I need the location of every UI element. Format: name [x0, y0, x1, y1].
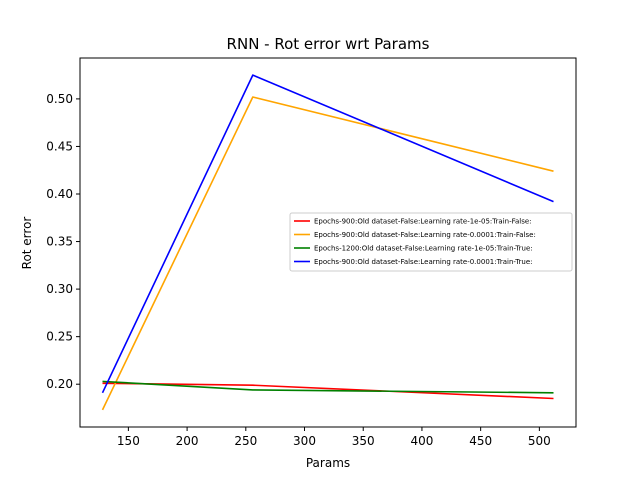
- y-tick-label: 0.40: [46, 187, 73, 201]
- legend-label-4: Epochs-900:Old dataset-False:Learning ra…: [314, 258, 533, 266]
- axis-ticks: 150 200 250 300 350 400 450 500 0.20 0.25 0.30 0.35…: [46, 92, 551, 448]
- plot-frame: [79, 57, 577, 428]
- series-lines: [101, 74, 554, 411]
- y-tick-label: 0.25: [46, 330, 73, 344]
- legend-box: [289, 212, 573, 272]
- x-tick-label: 300: [293, 434, 316, 448]
- y-tick-label: 0.20: [46, 377, 73, 391]
- series-line-4: [101, 74, 554, 394]
- x-tick-label: 400: [410, 434, 433, 448]
- x-tick-label: 250: [234, 434, 257, 448]
- legend-label-1: Epochs-900:Old dataset-False:Learning ra…: [314, 218, 532, 226]
- y-tick-label: 0.35: [46, 235, 73, 249]
- x-tick-label: 500: [528, 434, 551, 448]
- y-axis-label: Rot error: [20, 217, 34, 270]
- legend-label-3: Epochs-1200:Old dataset-False:Learning r…: [314, 245, 533, 253]
- x-axis-label: Params: [306, 456, 350, 470]
- x-tick-label: 350: [352, 434, 375, 448]
- series-line-2: [101, 96, 554, 411]
- y-tick-label: 0.30: [46, 282, 73, 296]
- legend: Epochs-900:Old dataset-False:Learning ra…: [289, 212, 573, 272]
- x-tick-label: 150: [117, 434, 140, 448]
- y-tick-label: 0.50: [46, 92, 73, 106]
- chart-title: RNN - Rot error wrt Params: [227, 35, 430, 53]
- series-line-3: [102, 380, 554, 394]
- x-tick-label: 450: [469, 434, 492, 448]
- legend-label-2: Epochs-900:Old dataset-False:Learning ra…: [314, 231, 536, 239]
- y-tick-label: 0.45: [46, 139, 73, 153]
- x-tick-label: 200: [176, 434, 199, 448]
